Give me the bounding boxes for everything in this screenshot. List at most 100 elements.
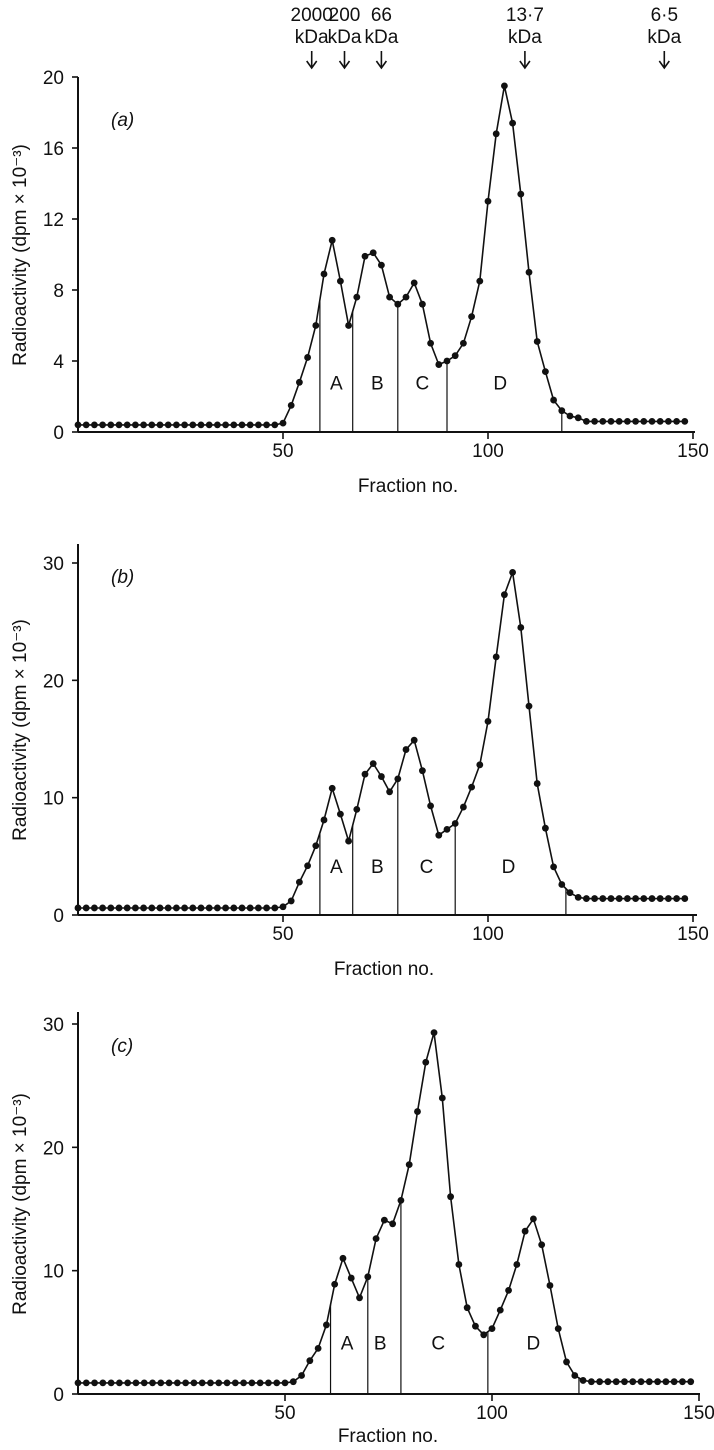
data-point <box>296 878 303 886</box>
x-axis-label: Fraction no. <box>338 1426 438 1447</box>
data-point <box>271 904 279 912</box>
data-point <box>356 1294 363 1302</box>
data-point <box>679 1378 686 1386</box>
data-point <box>670 1378 678 1386</box>
data-point <box>328 784 336 792</box>
data-point <box>591 895 598 902</box>
data-point <box>156 904 164 912</box>
data-point <box>451 820 459 827</box>
x-tick-label: 100 <box>476 1403 508 1424</box>
data-point <box>455 1261 463 1268</box>
data-point <box>460 339 467 347</box>
data-point <box>361 252 369 260</box>
marker-value: 2000 <box>291 5 333 26</box>
data-point <box>583 417 590 425</box>
x-tick-label: 50 <box>272 924 293 945</box>
data-point <box>645 1378 653 1386</box>
data-point <box>124 1379 132 1387</box>
data-point <box>665 417 672 425</box>
y-axis-label: Radioactivity (dpm × 10⁻³) <box>10 1093 31 1315</box>
data-point <box>394 300 402 308</box>
data-point <box>74 904 82 912</box>
data-point <box>197 421 205 429</box>
data-point <box>347 1274 355 1282</box>
data-point <box>640 417 648 425</box>
data-point <box>389 1220 397 1228</box>
data-point <box>246 904 254 912</box>
x-tick-label: 100 <box>472 441 504 462</box>
data-point <box>181 904 189 912</box>
data-point <box>517 190 525 198</box>
data-point <box>654 1378 661 1386</box>
data-point <box>331 1280 339 1288</box>
data-point <box>579 1377 587 1384</box>
data-point <box>484 718 492 725</box>
data-point <box>525 268 533 276</box>
data-point <box>505 1287 512 1294</box>
x-tick-label: 150 <box>677 441 709 462</box>
data-point <box>157 1379 165 1387</box>
data-point <box>369 760 377 768</box>
data-point <box>419 767 426 775</box>
data-point <box>339 1254 347 1262</box>
data-point <box>345 837 352 845</box>
data-point <box>419 300 426 308</box>
data-marks: 0 10 20 30 50 100 150 A B C D <box>43 1015 714 1424</box>
data-point <box>222 904 230 912</box>
data-point <box>574 894 582 901</box>
marker-value: 66 <box>371 5 392 26</box>
data-point <box>222 421 230 429</box>
data-point <box>460 803 467 811</box>
data-point <box>599 895 607 902</box>
data-point <box>314 1344 322 1352</box>
data-point <box>364 1273 372 1281</box>
data-point <box>116 1379 123 1387</box>
data-point <box>542 368 549 376</box>
data-point <box>148 421 156 429</box>
marker-unit: kDa <box>365 27 399 48</box>
data-point <box>205 904 213 912</box>
y-tick-label: 20 <box>43 68 64 89</box>
data-point <box>687 1378 695 1386</box>
data-point <box>281 1379 289 1387</box>
data-point <box>615 417 623 425</box>
data-point <box>231 1379 239 1387</box>
data-point <box>214 904 221 912</box>
data-point <box>521 1227 529 1235</box>
data-point <box>402 293 410 301</box>
data-point <box>632 895 639 902</box>
data-point <box>488 1325 496 1333</box>
data-point <box>223 1379 231 1387</box>
data-point <box>164 421 172 429</box>
panel-label: (c) <box>111 1036 133 1057</box>
data-point <box>451 352 459 360</box>
data-point <box>394 775 402 783</box>
data-point <box>304 862 311 870</box>
y-tick-label: 30 <box>43 1015 64 1036</box>
data-point <box>443 357 451 365</box>
data-point <box>214 421 221 429</box>
data-point <box>298 1372 305 1379</box>
data-point <box>533 780 541 787</box>
data-point <box>410 279 418 287</box>
data-point <box>361 770 369 778</box>
data-point <box>173 421 180 429</box>
data-point <box>265 1379 272 1387</box>
y-tick-label: 16 <box>43 139 64 160</box>
data-point <box>255 421 262 429</box>
data-point <box>501 82 508 90</box>
data-marks: 0 4 8 12 16 20 50 100 150 A B C D <box>43 68 709 462</box>
data-point <box>255 904 262 912</box>
data-point <box>378 261 385 269</box>
marker-arrow-head <box>375 60 388 70</box>
data-point <box>248 1379 256 1387</box>
y-tick-label: 10 <box>43 789 64 810</box>
y-tick-label: 12 <box>43 210 64 231</box>
data-point <box>438 1094 446 1102</box>
data-point <box>480 1331 488 1339</box>
data-point <box>563 1358 570 1366</box>
data-point <box>447 1193 454 1201</box>
data-point <box>435 831 443 839</box>
data-point <box>476 277 484 285</box>
